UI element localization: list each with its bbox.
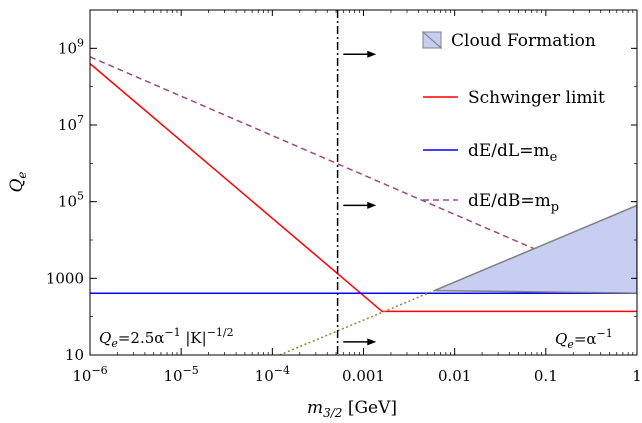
legend-item-cloud-formation: Cloud Formation: [421, 30, 596, 51]
axis-ticks: 10−6 10−5 10−4 0.001 0.01 0.1 1 10 1000 105 107 109: [46, 10, 642, 385]
x-tick-label: 1: [632, 367, 642, 385]
plot-area: [90, 10, 637, 355]
x-axis-label: m3/2 [GeV]: [307, 398, 397, 420]
legend-label: Schwinger limit: [468, 88, 605, 108]
plot-frame: [89, 9, 638, 356]
y-tick-label: 1000: [46, 269, 84, 287]
legend-item-schwinger-limit: Schwinger limit: [423, 88, 605, 108]
y-tick-label: 10: [65, 346, 84, 364]
y-tick-label: 105: [58, 190, 84, 211]
legend-swatch: [422, 30, 443, 49]
series-4-mark: [279, 289, 435, 355]
x-tick-label: 10−6: [72, 364, 107, 385]
annotations: Qe=2.5α−1 |K|−1/2 Qe=α−1: [99, 50, 613, 351]
x-tick-label: 0.1: [534, 367, 558, 385]
arrow-head-icon: [367, 50, 377, 58]
schwinger-limit-mark: [90, 63, 637, 313]
legend-item-de-db-m: dE/dB=mp: [423, 191, 559, 215]
legend-label: Cloud Formation: [451, 31, 596, 51]
y-axis-label: Qe: [7, 171, 29, 192]
arrow-head-icon: [367, 201, 377, 209]
legend-label: dE/dB=mp: [468, 191, 559, 215]
x-tick-label: 0.01: [438, 367, 471, 385]
x-tick-label: 10−4: [255, 364, 290, 385]
x-tick-label: 10−5: [164, 364, 199, 385]
legend-item-de-dl-m: dE/dL=me: [423, 141, 558, 165]
arrow-head-icon: [367, 338, 377, 346]
qe-right-annotation: Qe=α−1: [555, 327, 613, 351]
cloud-formation-mark: [434, 204, 637, 294]
legend-label: dE/dL=me: [468, 141, 558, 165]
legend: Cloud Formation Schwinger limit dE/dL=me dE…: [421, 30, 605, 215]
x-tick-label: 0.001: [342, 367, 385, 385]
y-tick-label: 107: [58, 113, 84, 134]
qe-left-annotation: Qe=2.5α−1 |K|−1/2: [99, 326, 234, 350]
y-tick-label: 109: [58, 36, 84, 57]
